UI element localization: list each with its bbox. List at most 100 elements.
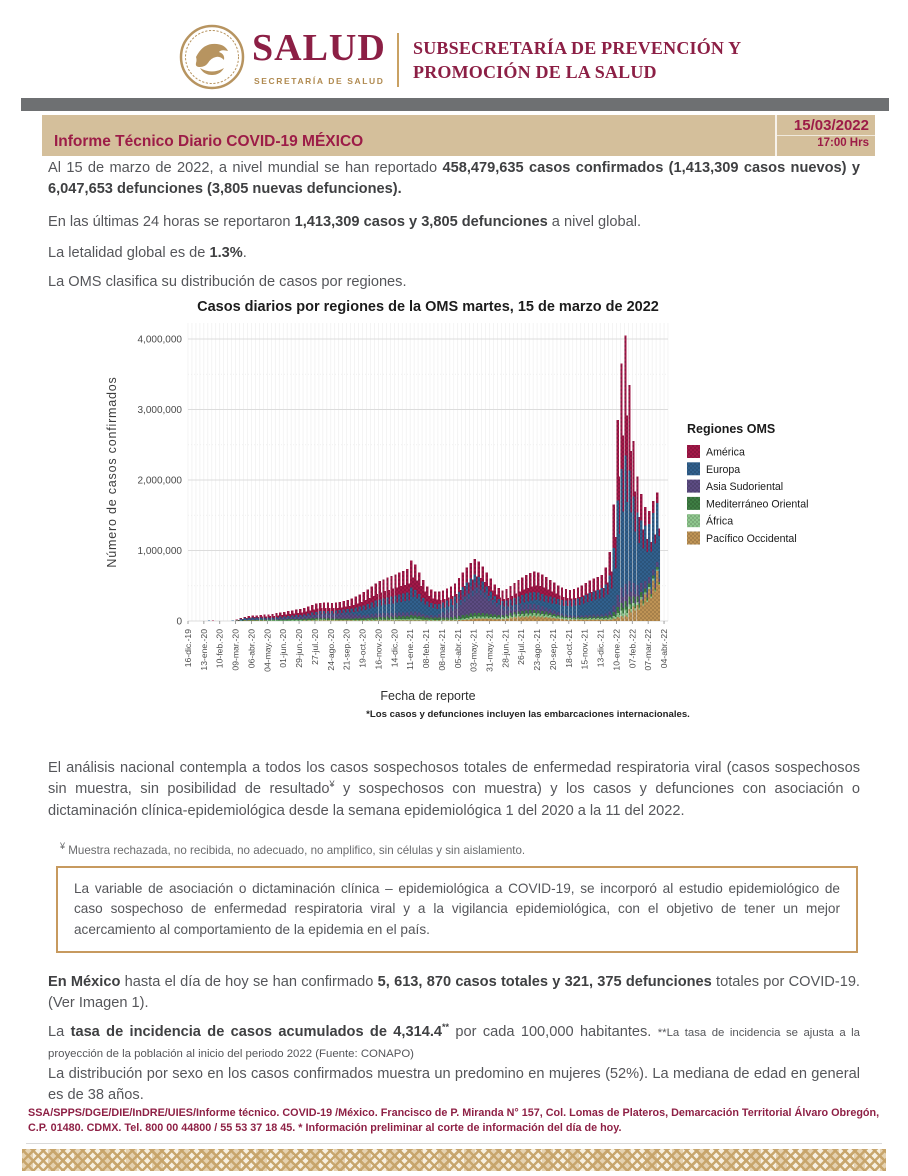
legend-swatch-2 <box>687 462 700 476</box>
subsecretaria-line2: PROMOCIÓN DE LA SALUD <box>413 62 657 82</box>
chart-axes: 0 1,000,000 2,000,000 3,000,000 4,000,000 16-… <box>105 299 690 720</box>
svg-text:18-oct.-21: 18-oct.-21 <box>564 629 574 668</box>
svg-text:07-feb.-22: 07-feb.-22 <box>627 629 637 668</box>
svg-text:28-jun.-21: 28-jun.-21 <box>500 629 510 668</box>
chart-footnote: *Los casos y defunciones incluyen las em… <box>366 709 690 720</box>
who-regions-chart-svg: 0 1,000,000 2,000,000 3,000,000 4,000,000 16-… <box>105 299 808 720</box>
svg-text:14-dic.-20: 14-dic.-20 <box>389 629 399 667</box>
incidence-rate-paragraph: La tasa de incidencia de casos acumulado… <box>48 1022 860 1065</box>
last-24h-paragraph: En las últimas 24 horas se reportaron 1,… <box>48 212 860 233</box>
svg-text:08-feb.-21: 08-feb.-21 <box>421 629 431 668</box>
header-divider <box>397 33 399 87</box>
text-run: La letalidad global es de <box>48 245 210 261</box>
sex-distribution-paragraph: La distribución por sexo en los casos co… <box>48 1066 860 1104</box>
svg-text:29-jun.-20: 29-jun.-20 <box>294 629 304 668</box>
svg-text:06-abr.-20: 06-abr.-20 <box>246 629 256 668</box>
yen-footnote-marker: ¥ <box>329 779 335 790</box>
gray-separator-bar <box>21 98 889 111</box>
svg-text:11-ene.-21: 11-ene.-21 <box>405 629 415 670</box>
legend-swatch-1 <box>687 445 700 458</box>
text-run: En las últimas 24 horas se reportaron <box>48 214 295 230</box>
text-run: El análisis nacional contempla a todos l… <box>48 760 860 798</box>
svg-text:2,000,000: 2,000,000 <box>138 476 183 487</box>
text-run: hasta el día de hoy se han confirmado <box>120 974 378 990</box>
chart-bars <box>195 335 660 621</box>
chart-x-axis-title: Fecha de reporte <box>380 689 475 703</box>
chart-legend: Regiones OMS América Europa Asia Sudorienta… <box>687 422 808 545</box>
subsecretaria-title: SUBSECRETARÍA DE PREVENCIÓN Y PROMOCIÓN … <box>413 36 741 84</box>
svg-text:31-may.-21: 31-may.-21 <box>484 629 494 672</box>
lethality-paragraph: La letalidad global es de 1.3%. <box>48 243 860 264</box>
chart-title: Casos diarios por regiones de la OMS mar… <box>197 299 659 315</box>
svg-text:24-ago.-20: 24-ago.-20 <box>326 629 336 671</box>
report-title-banner: Informe Técnico Diario COVID-19 MÉXICO 1… <box>42 115 875 156</box>
text-run-bold: 1.3% <box>209 245 243 261</box>
who-regions-chart: 0 1,000,000 2,000,000 3,000,000 4,000,000 16-… <box>100 293 900 738</box>
text-run: totales por COVID-19. (Ver Imagen 1). <box>48 974 860 1012</box>
svg-text:0: 0 <box>176 617 182 628</box>
footer-divider <box>26 1143 882 1144</box>
svg-text:05-abr.-21: 05-abr.-21 <box>453 629 463 668</box>
legend-swatch-4 <box>687 496 700 510</box>
aztec-pattern-band <box>22 1149 886 1171</box>
oms-regions-paragraph: La OMS clasifica su distribución de caso… <box>48 274 407 290</box>
svg-text:10-ene.-22: 10-ene.-22 <box>611 629 621 671</box>
text-run: a nivel global. <box>547 214 642 230</box>
text-run-bold: 1,413,309 casos y 3,805 defunciones <box>294 214 548 230</box>
subsecretaria-line1: SUBSECRETARÍA DE PREVENCIÓN Y <box>413 38 742 58</box>
text-run-bold: 458,479,635 casos confirmados (1,413,309… <box>48 160 860 198</box>
text-run: Muestra rechazada, no recibida, no adecu… <box>65 844 526 857</box>
report-datetime: 15/03/2022 17:00 Hrs <box>775 115 875 156</box>
svg-text:13-dic.-21: 13-dic.-21 <box>596 629 606 667</box>
svg-text:01-jun.-20: 01-jun.-20 <box>278 629 288 668</box>
chart-gridlines <box>187 323 669 622</box>
svg-text:15-nov.-21: 15-nov.-21 <box>580 629 590 670</box>
legend-swatch-6 <box>687 531 700 545</box>
svg-text:13-ene.-20: 13-ene.-20 <box>199 629 209 671</box>
legend-label-6: Pacífico Occidental <box>706 533 797 545</box>
svg-text:27-jul.-20: 27-jul.-20 <box>310 629 320 665</box>
salud-wordmark: SALUD <box>252 27 386 69</box>
legend-label-3: Asia Sudoriental <box>706 481 783 493</box>
footer-contact-text: SSA/SPPS/DGE/DIE/InDRE/UIES/Informe técn… <box>28 1107 880 1135</box>
svg-text:21-sep.-20: 21-sep.-20 <box>342 629 352 670</box>
legend-swatch-5 <box>687 514 700 528</box>
svg-text:19-oct.-20: 19-oct.-20 <box>358 629 368 668</box>
clinical-association-callout-box: La variable de asociación o dictaminació… <box>56 866 858 954</box>
legend-swatch-3 <box>687 479 700 493</box>
report-title: Informe Técnico Diario COVID-19 MÉXICO <box>54 133 364 150</box>
svg-text:4,000,000: 4,000,000 <box>138 335 183 346</box>
text-run: . <box>242 245 247 261</box>
salud-eagle-emblem-icon <box>179 24 245 90</box>
report-date: 15/03/2022 <box>777 115 875 136</box>
svg-text:08-mar.-21: 08-mar.-21 <box>437 629 447 671</box>
svg-text:16-dic.-19: 16-dic.-19 <box>183 629 193 667</box>
text-run-bold: En México <box>48 974 121 990</box>
report-time: 17:00 Hrs <box>817 137 869 149</box>
national-analysis-paragraph: El análisis nacional contempla a todos l… <box>48 758 860 822</box>
secretaria-de-salud-label: SECRETARÍA DE SALUD <box>254 76 385 86</box>
legend-label-5: África <box>706 515 733 528</box>
svg-text:26-jul.-21: 26-jul.-21 <box>516 629 526 665</box>
text-run-bold: tasa de incidencia de casos acumulados d… <box>70 1024 442 1040</box>
world-summary-paragraph: Al 15 de marzo de 2022, a nivel mundial … <box>48 158 860 201</box>
conapo-note: **La tasa de incidencia se ajusta a la p… <box>48 1027 860 1061</box>
svg-text:1,000,000: 1,000,000 <box>138 546 183 557</box>
svg-text:20-sep.-21: 20-sep.-21 <box>548 629 558 670</box>
sample-footnote: ¥ Muestra rechazada, no recibida, no ade… <box>60 842 850 857</box>
text-run: La <box>48 1024 71 1040</box>
svg-text:04-abr.-22: 04-abr.-22 <box>659 629 669 668</box>
svg-text:03-may.-21: 03-may.-21 <box>469 629 479 672</box>
svg-text:07-mar.-22: 07-mar.-22 <box>643 629 653 671</box>
svg-text:10-feb.-20: 10-feb.-20 <box>215 629 225 668</box>
legend-label-1: América <box>706 447 745 459</box>
svg-text:04-may.-20: 04-may.-20 <box>262 629 272 672</box>
svg-text:16-nov.-20: 16-nov.-20 <box>373 629 383 670</box>
svg-text:23-ago.-21: 23-ago.-21 <box>532 629 542 671</box>
chart-legend-title: Regiones OMS <box>687 422 775 436</box>
text-run: y sospechosos con muestra) y los casos y… <box>48 781 861 819</box>
svg-text:3,000,000: 3,000,000 <box>138 405 183 416</box>
legend-label-2: Europa <box>706 464 740 476</box>
text-run: Al 15 de marzo de 2022, a nivel mundial … <box>48 160 443 176</box>
